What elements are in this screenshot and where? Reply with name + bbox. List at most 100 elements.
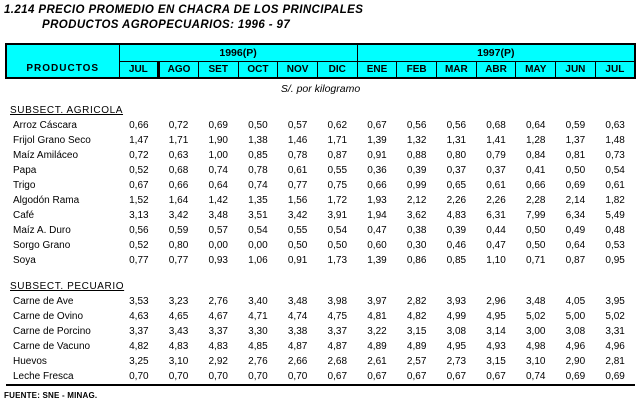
price-value: 3,42 <box>287 210 308 221</box>
year-header-1997: 1997(P) <box>356 43 636 62</box>
price-value: 0,00 <box>248 240 268 251</box>
price-value: 4,95 <box>486 311 506 322</box>
table-row: Carne de Ovino 4,63 4,65 4,67 4,71 4,74 4,75 4,… <box>6 309 635 324</box>
price-value: 0,65 <box>446 180 467 191</box>
price-value: 0,44 <box>486 225 506 236</box>
table-row: Trigo 0,67 0,66 0,64 0,74 0,77 0,75 0,66 0,99 0,6… <box>6 178 635 193</box>
unit-label: S/. por kilogramo <box>280 83 361 95</box>
price-value: 3,37 <box>129 326 149 337</box>
price-value: 0,88 <box>406 150 427 161</box>
price-value: 0,69 <box>565 371 586 382</box>
product-name: Arroz Cáscara <box>13 120 77 131</box>
price-value: 3,14 <box>486 326 506 337</box>
price-value: 0,50 <box>525 240 546 251</box>
product-name: Algodón Rama <box>13 195 80 206</box>
price-value: 3,23 <box>168 296 189 307</box>
price-value: 0,85 <box>446 255 467 266</box>
month-header-row: JUL AGO SET OCT NOV DIC ENE FEB MAR ABR MAY JUN JUL <box>6 61 636 79</box>
section-label: SUBSECT. AGRICOLA <box>10 105 124 116</box>
price-value: 0,37 <box>446 165 467 176</box>
price-value: 0,80 <box>168 240 189 251</box>
price-value: 4,99 <box>446 311 467 322</box>
price-value: 3,10 <box>525 356 546 367</box>
price-value: 1,56 <box>287 195 308 206</box>
price-value: 0,53 <box>605 240 625 251</box>
table-body: S/. por kilogramo SUBSECT. AGRICOLA Arroz… <box>6 78 635 385</box>
price-value: 0,67 <box>446 371 467 382</box>
price-value: 0,48 <box>605 225 625 236</box>
price-value: 4,75 <box>327 311 348 322</box>
price-value: 0,95 <box>605 255 625 266</box>
title-line-1: 1.214 PRECIO PROMEDIO EN CHACRA DE LOS P… <box>4 4 364 16</box>
price-value: 0,55 <box>287 225 308 236</box>
table-row: Carne de Porcino 3,37 3,43 3,37 3,30 3,38 3,37… <box>6 324 635 339</box>
table-row: Sorgo Grano 0,52 0,80 0,00 0,00 0,50 0,50 0,60 0… <box>6 238 635 253</box>
price-value: 3,37 <box>208 326 228 337</box>
price-value: 0,63 <box>605 120 625 131</box>
price-value: 3,53 <box>129 296 149 307</box>
price-value: 4,67 <box>208 311 228 322</box>
month-header-jul-1996: JUL <box>118 61 161 79</box>
price-value: 0,64 <box>565 240 586 251</box>
product-name: Maíz A. Duro <box>13 225 71 236</box>
price-value: 2,82 <box>406 296 427 307</box>
price-value: 0,70 <box>248 371 268 382</box>
price-value: 0,75 <box>327 180 348 191</box>
price-value: 3,48 <box>287 296 308 307</box>
price-value: 3,95 <box>605 296 625 307</box>
month-header-dic-1996: DIC <box>316 61 358 79</box>
month-header-jun-1997: JUN <box>555 61 596 79</box>
month-header-ene-1997: ENE <box>356 61 398 79</box>
price-value: 0,99 <box>406 180 427 191</box>
price-value: 0,79 <box>486 150 506 161</box>
price-value: 3,08 <box>565 326 586 337</box>
price-value: 0,70 <box>129 371 149 382</box>
price-value: 6,31 <box>486 210 506 221</box>
table-row: Maíz A. Duro 0,56 0,59 0,57 0,54 0,55 0,54 0,47… <box>6 223 635 238</box>
price-value: 1,39 <box>367 135 387 146</box>
product-name: Maíz Amiláceo <box>13 150 79 161</box>
table-row: Carne de Ave 3,53 3,23 2,76 3,40 3,48 3,98 3,97… <box>6 294 635 309</box>
price-value: 3,42 <box>168 210 189 221</box>
price-value: 3,22 <box>367 326 387 337</box>
table-row: Frijol Grano Seco 1,47 1,71 1,90 1,38 1,46 1,7… <box>6 133 635 148</box>
price-value: 1,52 <box>129 195 149 206</box>
price-value: 3,43 <box>168 326 189 337</box>
price-value: 0,70 <box>287 371 308 382</box>
price-value: 4,83 <box>208 341 228 352</box>
price-value: 0,50 <box>248 120 268 131</box>
price-value: 0,77 <box>129 255 149 266</box>
product-name: Carne de Vacuno <box>13 341 91 352</box>
table-title: 1.214 PRECIO PROMEDIO EN CHACRA DE LOS P… <box>4 3 641 33</box>
table-row: Carne de Vacuno 4,82 4,83 4,83 4,85 4,87 4,87 4… <box>6 339 635 354</box>
price-value: 4,81 <box>367 311 387 322</box>
price-value: 5,00 <box>565 311 586 322</box>
price-value: 1,82 <box>605 195 625 206</box>
price-value: 0,87 <box>327 150 348 161</box>
price-value: 1,90 <box>208 135 228 146</box>
price-value: 0,62 <box>327 120 348 131</box>
price-value: 2,26 <box>486 195 506 206</box>
price-value: 0,67 <box>406 371 427 382</box>
price-value: 0,72 <box>168 120 189 131</box>
price-value: 0,38 <box>406 225 427 236</box>
price-value: 0,77 <box>168 255 189 266</box>
price-value: 2,76 <box>208 296 228 307</box>
price-value: 0,52 <box>129 240 149 251</box>
price-value: 0,50 <box>287 240 308 251</box>
price-value: 0,60 <box>367 240 387 251</box>
price-value: 4,74 <box>287 311 308 322</box>
price-value: 3,93 <box>446 296 467 307</box>
price-value: 0,66 <box>168 180 189 191</box>
price-value: 4,05 <box>565 296 586 307</box>
price-value: 0,69 <box>208 120 228 131</box>
price-value: 0,47 <box>367 225 387 236</box>
price-value: 2,61 <box>367 356 387 367</box>
price-value: 1,35 <box>248 195 268 206</box>
price-value: 0,91 <box>367 150 387 161</box>
price-value: 0,66 <box>525 180 546 191</box>
product-name: Café <box>13 210 35 221</box>
section-label: SUBSECT. PECUARIO <box>10 281 125 292</box>
price-value: 0,50 <box>565 165 586 176</box>
price-value: 0,50 <box>327 240 348 251</box>
